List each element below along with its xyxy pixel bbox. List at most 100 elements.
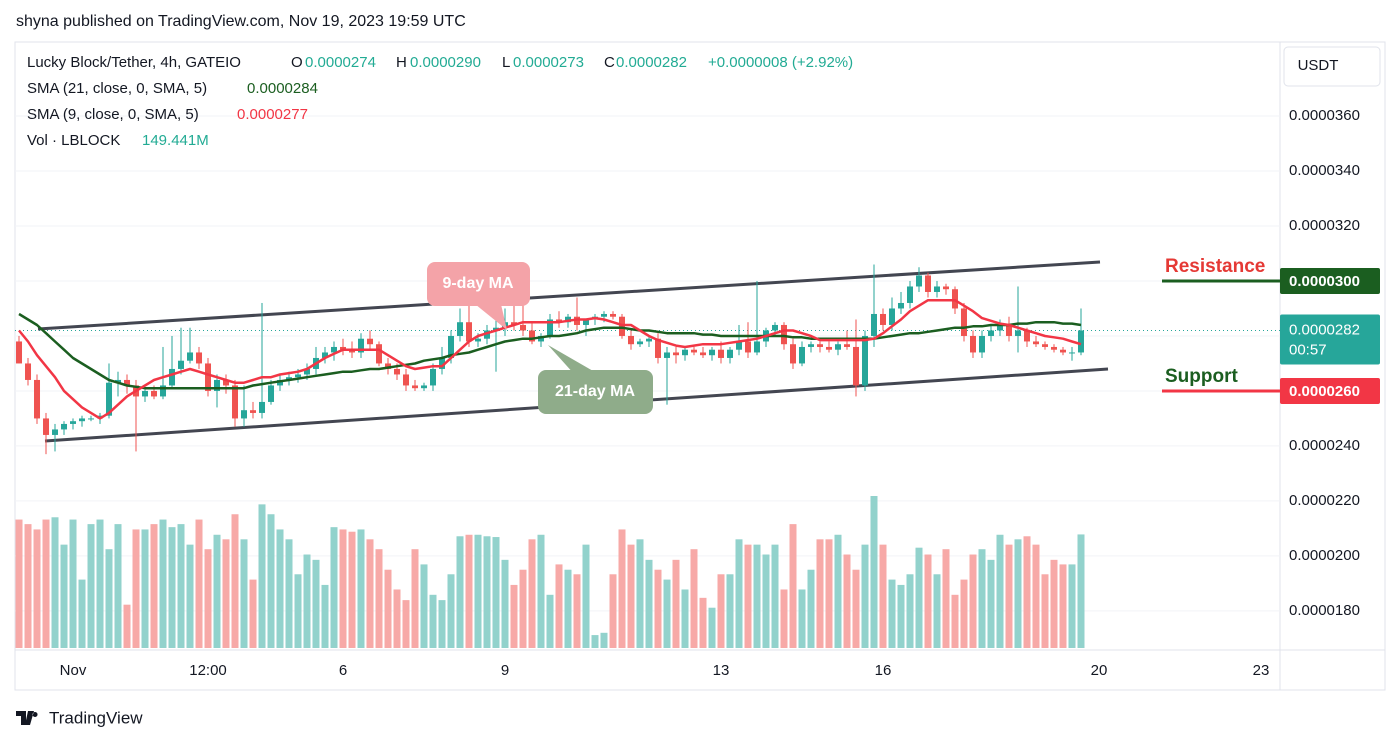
candle-body	[286, 377, 293, 380]
candle-body	[556, 319, 563, 323]
candle-body	[412, 385, 419, 389]
volume-bar	[438, 600, 446, 648]
volume-bar	[465, 534, 473, 648]
candle-body	[1077, 330, 1084, 353]
candle-body	[70, 421, 77, 424]
volume-bar	[645, 559, 653, 648]
candle-body	[879, 313, 886, 325]
candle-body	[942, 286, 949, 290]
brand-logo: TradingView	[16, 708, 143, 727]
ohlc-key: O	[291, 54, 303, 71]
candle-body	[394, 368, 401, 375]
volume-bar	[528, 539, 536, 648]
candle-body	[816, 344, 823, 347]
volume-bar	[69, 519, 77, 648]
volume-bar	[933, 574, 941, 648]
level-label: 0.0000300	[1289, 273, 1360, 290]
volume-bar	[375, 549, 383, 648]
volume-bar	[915, 547, 923, 648]
candle-body	[843, 344, 850, 347]
volume-bar	[537, 534, 545, 648]
level-box	[1280, 267, 1380, 294]
ohlc-key: L	[502, 54, 510, 71]
x-tick-label: 20	[1091, 662, 1108, 679]
callout-pointer	[548, 345, 600, 375]
candle-body	[223, 379, 230, 386]
y-tick-label: 0.0000360	[1289, 107, 1360, 124]
volume-bar	[204, 549, 212, 648]
volume-bar	[276, 529, 284, 648]
candle-body	[385, 363, 392, 369]
ma-line	[18, 298, 1082, 420]
volume-bar	[195, 519, 203, 648]
volume-bar	[789, 524, 797, 648]
candle-body	[933, 286, 940, 292]
volume-bar	[474, 534, 482, 648]
candle-body	[232, 385, 239, 419]
volume-bar	[564, 569, 572, 648]
candle-body	[439, 357, 446, 369]
candle-body	[601, 313, 608, 317]
candle-body	[466, 322, 473, 342]
currency[interactable]: USDT	[1298, 57, 1339, 74]
candle-body	[250, 410, 257, 413]
volume-bar	[780, 589, 788, 648]
volume-bar	[258, 504, 266, 648]
volume-bar	[393, 589, 401, 648]
volume-bar	[402, 600, 410, 648]
channel-upper	[37, 260, 1101, 331]
candle-body	[897, 302, 904, 309]
x-tick-label: 13	[713, 662, 730, 679]
candle-body	[430, 368, 437, 386]
volume-bar	[708, 607, 716, 648]
candle-body	[628, 335, 635, 345]
volume-bar	[897, 584, 905, 648]
candle-body	[637, 341, 644, 345]
volume-bar	[321, 584, 329, 648]
candle-body	[52, 429, 59, 435]
volume-bar	[852, 569, 860, 648]
candle-body	[987, 330, 994, 336]
volume-bar	[24, 524, 32, 648]
volume-bar	[339, 529, 347, 648]
volume-bar	[159, 519, 167, 648]
moving-averages	[18, 298, 1082, 420]
candle-body	[187, 352, 194, 361]
volume-bar	[96, 519, 104, 648]
candle-body	[538, 335, 545, 342]
currency-button[interactable]	[1283, 46, 1381, 87]
indicator-value: 0.0000277	[237, 106, 308, 123]
candle-body	[457, 322, 464, 336]
volume-bar	[816, 539, 824, 648]
volume-bar	[681, 589, 689, 648]
volume-bar	[312, 559, 320, 648]
volume-bar	[879, 544, 887, 648]
volume-bar	[366, 539, 374, 648]
x-tick-label: 9	[501, 662, 509, 679]
volume-bar	[420, 564, 428, 648]
volume-bar	[807, 569, 815, 648]
countdown: 00:57	[1289, 341, 1327, 358]
volume-bar	[663, 579, 671, 648]
volume-bar	[726, 574, 734, 648]
candle-body	[789, 344, 796, 364]
volume-bar	[231, 514, 239, 648]
candle-body	[43, 418, 50, 435]
volume-bar	[618, 529, 626, 648]
candle-body	[646, 338, 652, 342]
volume-bar	[573, 574, 581, 648]
x-tick-label: 6	[339, 662, 347, 679]
volume-bar	[1050, 559, 1058, 648]
volume-bar	[744, 544, 752, 648]
volume-bar	[1077, 534, 1085, 648]
volume-bar	[546, 594, 554, 648]
volume-bar	[447, 574, 455, 648]
candle-body	[744, 341, 751, 353]
volume-bar	[987, 559, 995, 648]
candle-body	[610, 313, 617, 317]
volume-bar	[942, 549, 950, 648]
volume-bar	[627, 544, 635, 648]
chart-frame	[14, 41, 1386, 691]
volume-bar	[672, 559, 680, 648]
